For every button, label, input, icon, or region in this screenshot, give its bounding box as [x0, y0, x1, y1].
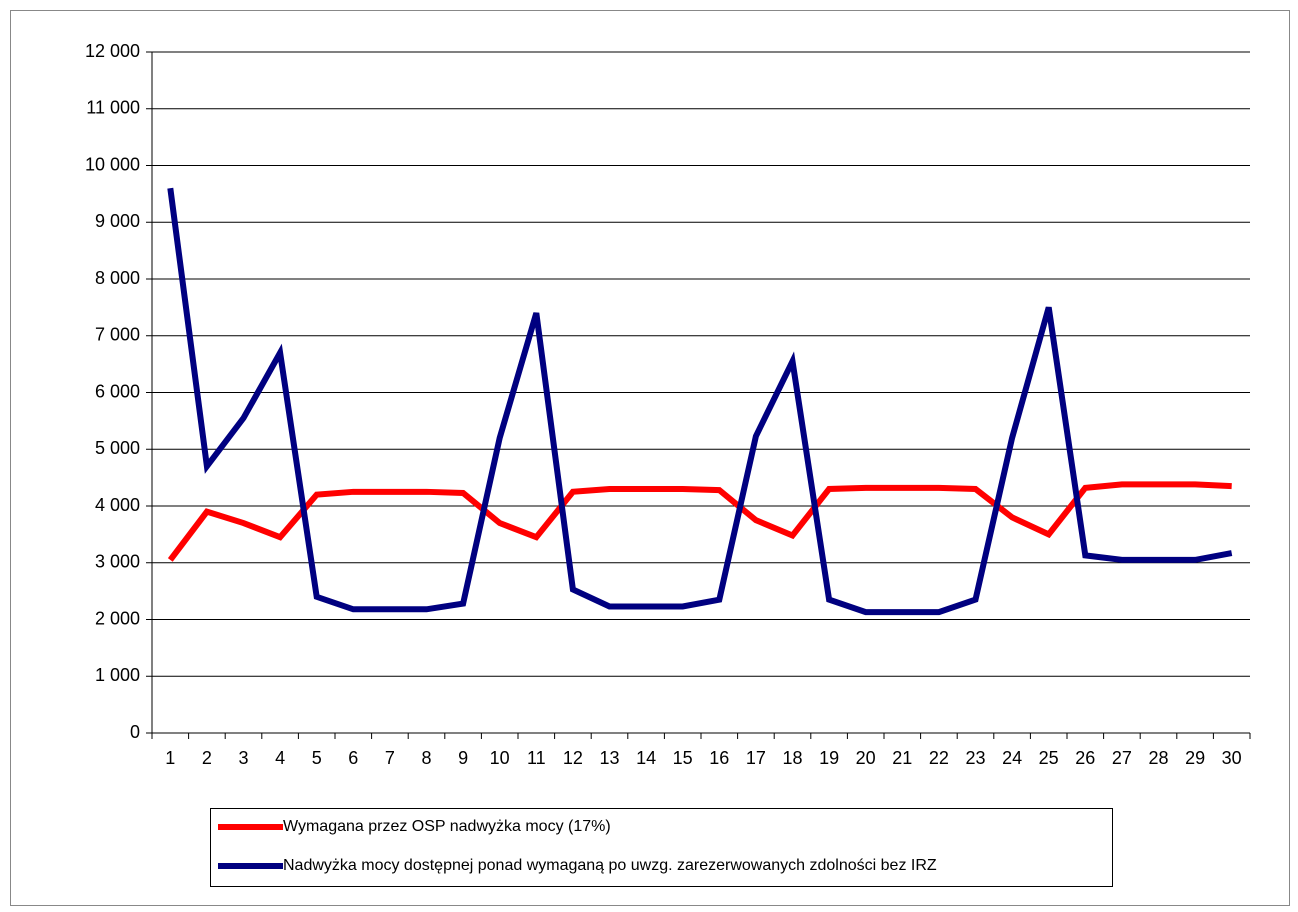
y-tick-label: 10 000 — [85, 154, 140, 174]
x-tick-label: 17 — [746, 748, 766, 768]
x-tick-label: 16 — [709, 748, 729, 768]
x-tick-label: 3 — [238, 748, 248, 768]
y-tick-label: 7 000 — [95, 325, 140, 345]
x-tick-label: 30 — [1222, 748, 1242, 768]
y-tick-label: 8 000 — [95, 268, 140, 288]
x-tick-label: 2 — [202, 748, 212, 768]
x-tick-label: 5 — [312, 748, 322, 768]
x-tick-label: 9 — [458, 748, 468, 768]
x-tick-label: 27 — [1112, 748, 1132, 768]
chart-border — [10, 10, 1290, 906]
y-tick-label: 3 000 — [95, 552, 140, 572]
legend-label: Wymagana przez OSP nadwyżka mocy (17%) — [283, 818, 611, 835]
x-tick-label: 8 — [421, 748, 431, 768]
x-tick-label: 13 — [599, 748, 619, 768]
y-tick-label: 11 000 — [86, 98, 140, 118]
x-tick-label: 28 — [1148, 748, 1168, 768]
x-tick-label: 4 — [275, 748, 285, 768]
x-tick-label: 18 — [782, 748, 802, 768]
y-tick-label: 1 000 — [95, 665, 140, 685]
x-tick-label: 1 — [165, 748, 175, 768]
x-tick-label: 10 — [490, 748, 510, 768]
x-tick-label: 23 — [965, 748, 985, 768]
y-tick-label: 5 000 — [95, 438, 140, 458]
y-tick-label: 4 000 — [95, 495, 140, 515]
x-tick-label: 7 — [385, 748, 395, 768]
legend-box — [210, 808, 1113, 887]
x-tick-label: 11 — [527, 748, 546, 768]
x-tick-label: 26 — [1075, 748, 1095, 768]
y-tick-label: 6 000 — [95, 381, 140, 401]
x-tick-label: 12 — [563, 748, 583, 768]
y-tick-label: 0 — [130, 722, 140, 742]
x-tick-label: 15 — [673, 748, 693, 768]
y-tick-label: 12 000 — [85, 41, 140, 61]
series-line — [167, 187, 1233, 616]
x-tick-label: 6 — [348, 748, 358, 768]
x-tick-label: 24 — [1002, 748, 1022, 768]
x-tick-label: 29 — [1185, 748, 1205, 768]
y-tick-label: 9 000 — [95, 211, 140, 231]
x-tick-label: 22 — [929, 748, 949, 768]
x-tick-label: 19 — [819, 748, 839, 768]
legend-label: Nadwyżka mocy dostępnej ponad wymaganą p… — [283, 857, 937, 874]
x-tick-label: 14 — [636, 748, 656, 768]
x-tick-label: 25 — [1039, 748, 1059, 768]
x-tick-label: 20 — [856, 748, 876, 768]
x-tick-label: 21 — [892, 748, 912, 768]
series-line — [167, 481, 1232, 562]
y-tick-label: 2 000 — [95, 608, 140, 628]
